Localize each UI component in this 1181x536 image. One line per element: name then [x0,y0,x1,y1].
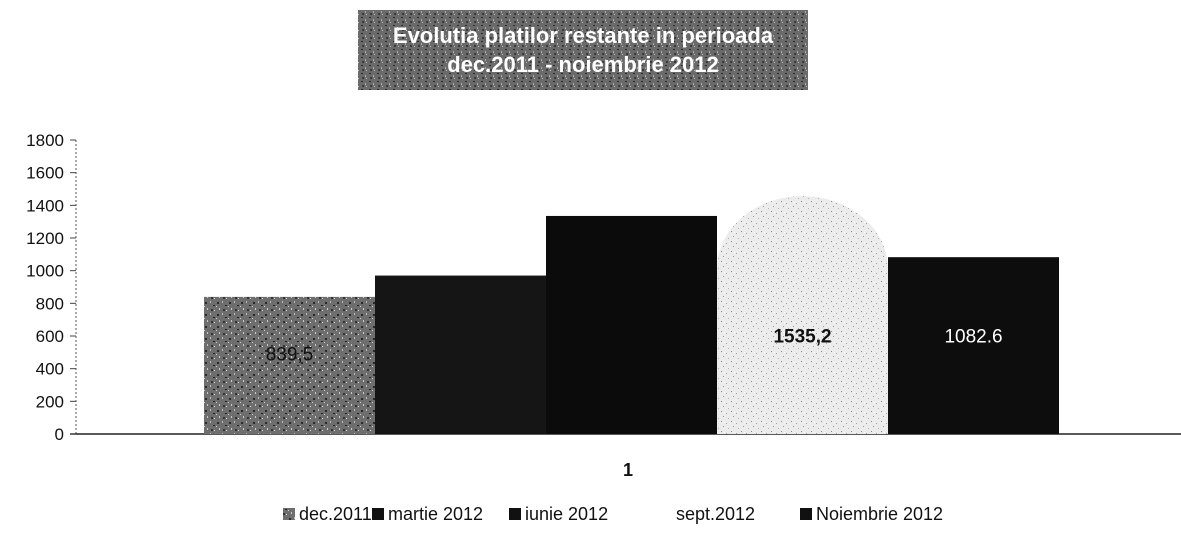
y-tick-label: 0 [55,425,64,444]
bar-noiembrie-2012 [888,257,1059,434]
y-axis-ticks: 0 200 400 600 800 1000 1200 1400 1600 1800 [26,131,76,444]
legend-swatch [283,508,295,520]
bar-sept-2012 [717,196,888,434]
data-labels-group: 839,5 1535,2 1082.6 [266,327,1003,366]
title-box [358,10,808,90]
legend-swatch [509,508,521,520]
bar-martie-2012 [375,275,546,434]
chart-title-line-1: Evolutia platilor restante in perioada [393,23,774,48]
bars-group [204,196,1059,434]
data-label-dec-2011: 839,5 [266,345,314,366]
bar-dec-2011 [204,296,375,434]
y-tick-label: 1000 [26,262,64,281]
y-tick-label: 1200 [26,229,64,248]
legend: dec.2011 martie 2012 iunie 2012 sept.2012 No… [283,504,943,524]
y-tick-label: 1400 [26,196,64,215]
legend-label: iunie 2012 [525,504,608,524]
legend-label: dec.2011 [299,504,372,524]
bar-iunie-2012 [546,215,717,434]
legend-swatch [800,508,812,520]
data-label-noiembrie-2012: 1082.6 [944,327,1002,348]
x-category-label: 1 [623,460,633,480]
y-tick-label: 400 [36,360,64,379]
y-tick-label: 600 [36,327,64,346]
y-tick-label: 1600 [26,164,64,183]
y-tick-label: 1800 [26,131,64,150]
y-tick-label: 200 [36,392,64,411]
chart-title-line-2: dec.2011 - noiembrie 2012 [447,52,719,77]
legend-label: sept.2012 [676,504,755,524]
y-tick-label: 800 [36,294,64,313]
legend-swatch [372,508,384,520]
data-label-sept-2012: 1535,2 [773,327,831,348]
legend-label: Noiembrie 2012 [816,504,943,524]
legend-label: martie 2012 [388,504,483,524]
